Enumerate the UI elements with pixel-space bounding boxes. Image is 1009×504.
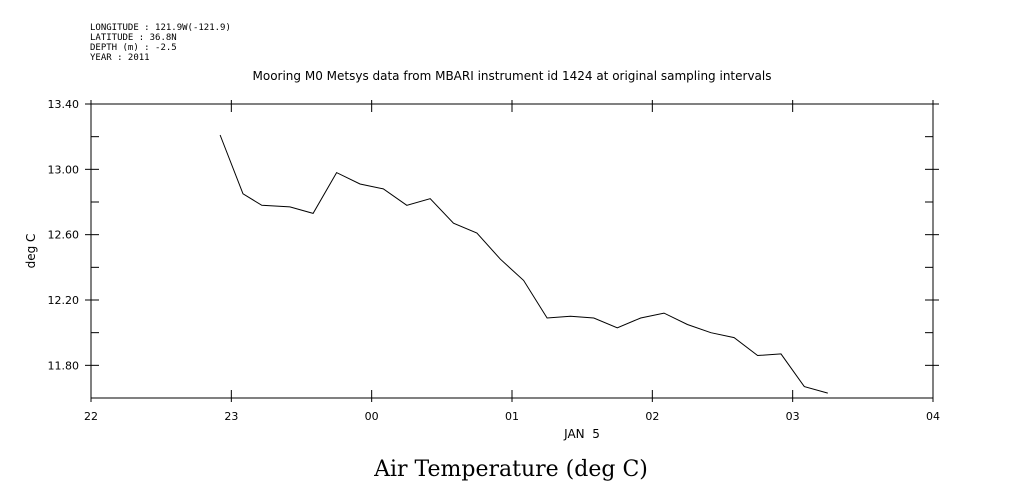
- x-tick-label: 01: [505, 410, 519, 423]
- y-tick-label: 12.20: [48, 294, 80, 307]
- x-tick-label: 03: [786, 410, 800, 423]
- x-tick-label: 04: [926, 410, 940, 423]
- depth-text: DEPTH (m) : -2.5: [90, 43, 177, 53]
- chart-caption: Air Temperature (deg C): [373, 457, 648, 482]
- y-tick-label: 13.00: [48, 163, 80, 176]
- chart-title: Mooring M0 Metsys data from MBARI instru…: [253, 69, 772, 83]
- y-tick-label: 11.80: [48, 359, 80, 372]
- plot-frame: [90, 103, 934, 399]
- latitude-text: LATITUDE : 36.8N: [90, 33, 177, 43]
- x-tick-label: 02: [645, 410, 659, 423]
- y-axis-label: deg C: [24, 234, 38, 269]
- y-tick-label: 13.40: [48, 98, 80, 111]
- x-axis-label: JAN 5: [563, 427, 600, 441]
- x-tick-labels: 22 23 00 01 02 03 04: [84, 410, 940, 423]
- x-tick-label: 23: [224, 410, 238, 423]
- series-line: [219, 134, 828, 394]
- x-tick-label: 00: [365, 410, 379, 423]
- year-text: YEAR : 2011: [90, 53, 150, 63]
- x-tick-label: 22: [84, 410, 98, 423]
- y-tick-label: 12.60: [48, 229, 80, 242]
- longitude-text: LONGITUDE : 121.9W(-121.9): [90, 23, 231, 33]
- y-tick-labels: 11.80 12.20 12.60 13.00 13.40: [48, 98, 80, 372]
- tick-marks: [85, 100, 939, 402]
